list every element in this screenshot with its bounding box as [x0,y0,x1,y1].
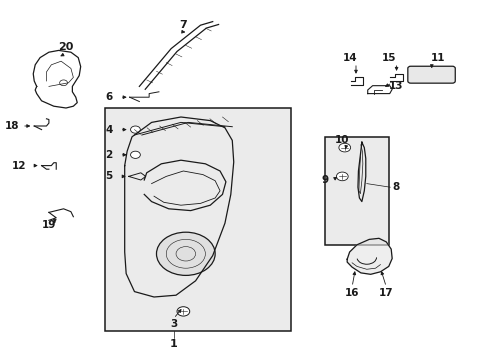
Text: 8: 8 [392,182,399,192]
Bar [325,137,388,245]
Circle shape [336,172,347,181]
Text: 3: 3 [170,319,177,329]
Text: 1: 1 [169,339,177,349]
Text: 10: 10 [334,135,349,145]
Text: 7: 7 [179,20,187,30]
Text: 2: 2 [105,150,112,160]
Text: 6: 6 [105,92,112,102]
Text: 19: 19 [41,220,56,230]
Text: 15: 15 [381,53,395,63]
Circle shape [130,151,140,158]
Circle shape [338,143,350,152]
Text: 16: 16 [344,288,359,298]
Text: 4: 4 [105,125,112,135]
Text: 17: 17 [378,288,393,298]
Circle shape [156,232,215,275]
Text: 11: 11 [429,53,444,63]
Circle shape [130,126,140,133]
FancyBboxPatch shape [407,66,454,83]
Polygon shape [346,238,391,274]
Text: 12: 12 [12,161,27,171]
Text: 18: 18 [5,121,20,131]
Bar [105,108,290,331]
Text: 13: 13 [388,81,403,91]
Circle shape [177,307,189,316]
Text: 5: 5 [105,171,112,181]
Text: 20: 20 [58,42,74,52]
Text: 9: 9 [321,175,328,185]
Text: 14: 14 [342,53,356,63]
